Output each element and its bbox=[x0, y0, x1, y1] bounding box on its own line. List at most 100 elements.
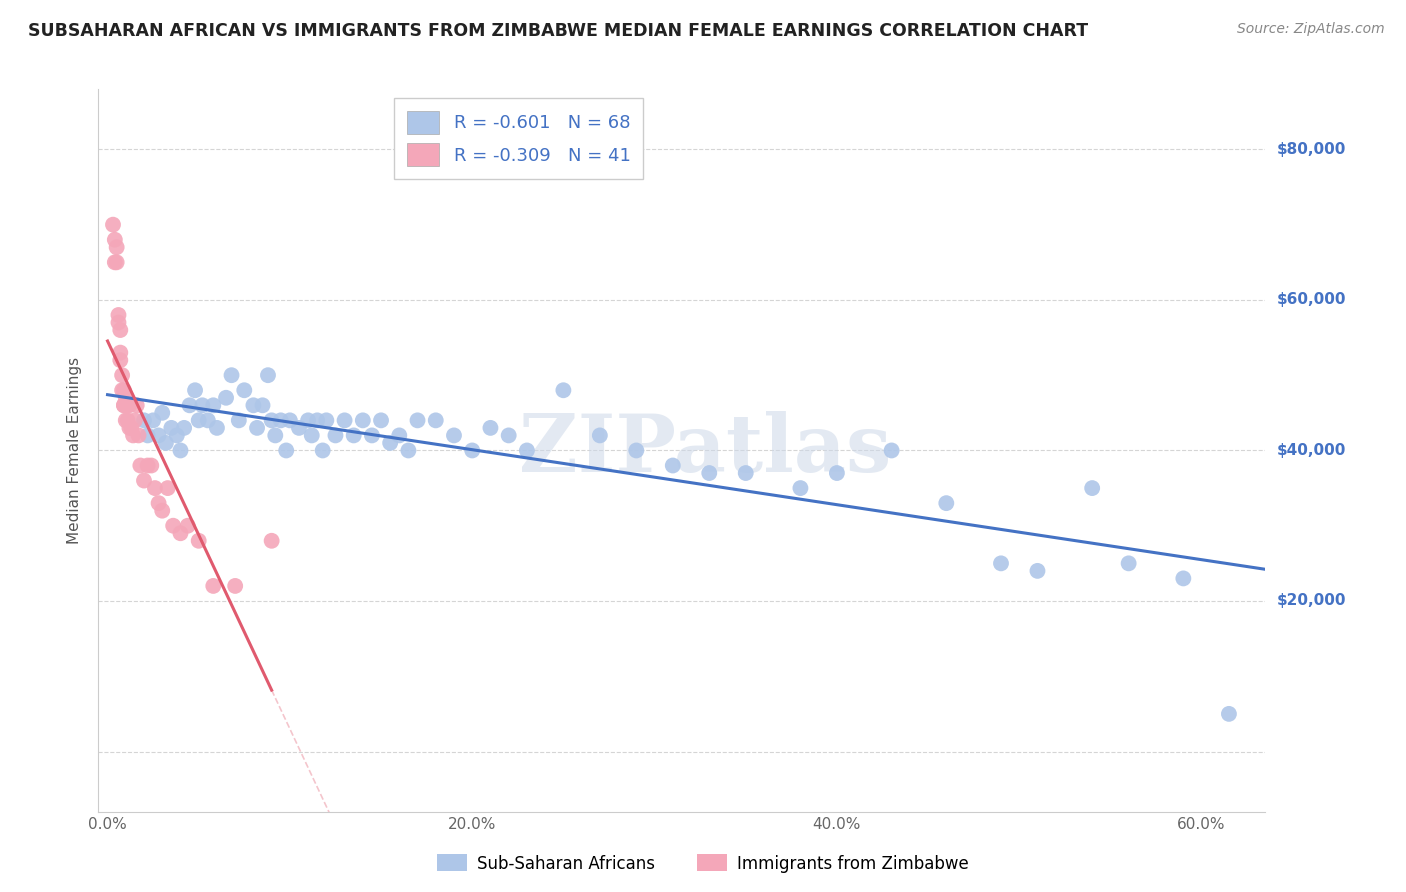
Point bbox=[148, 496, 170, 510]
Point bbox=[101, 218, 124, 232]
Point bbox=[111, 384, 134, 398]
Point bbox=[697, 466, 720, 480]
Point bbox=[221, 368, 243, 383]
Point bbox=[110, 345, 132, 359]
Point bbox=[105, 240, 128, 254]
Point bbox=[110, 323, 132, 337]
Point bbox=[264, 428, 287, 442]
Point bbox=[112, 398, 135, 412]
Point bbox=[110, 353, 132, 368]
Point bbox=[498, 428, 520, 442]
Point bbox=[626, 443, 648, 458]
Point bbox=[307, 413, 329, 427]
Point bbox=[129, 458, 152, 473]
Y-axis label: Median Female Earnings: Median Female Earnings bbox=[67, 357, 83, 544]
Point bbox=[125, 398, 148, 412]
Point bbox=[270, 413, 292, 427]
Point bbox=[297, 413, 319, 427]
Point bbox=[990, 557, 1012, 571]
Point bbox=[112, 398, 135, 412]
Point bbox=[516, 443, 538, 458]
Point bbox=[343, 428, 366, 442]
Point bbox=[1173, 571, 1195, 585]
Point bbox=[143, 481, 166, 495]
Text: $20,000: $20,000 bbox=[1277, 593, 1346, 608]
Point bbox=[479, 421, 502, 435]
Point bbox=[128, 428, 150, 442]
Point bbox=[179, 398, 201, 412]
Point bbox=[112, 384, 135, 398]
Point bbox=[589, 428, 612, 442]
Point bbox=[396, 443, 419, 458]
Point bbox=[173, 421, 195, 435]
Point bbox=[228, 413, 250, 427]
Point bbox=[118, 398, 141, 412]
Point bbox=[191, 398, 214, 412]
Text: $40,000: $40,000 bbox=[1277, 443, 1346, 458]
Point bbox=[215, 391, 238, 405]
Point bbox=[160, 421, 183, 435]
Point bbox=[461, 443, 484, 458]
Text: Source: ZipAtlas.com: Source: ZipAtlas.com bbox=[1237, 22, 1385, 37]
Point bbox=[315, 413, 337, 427]
Point bbox=[205, 421, 228, 435]
Point bbox=[276, 443, 298, 458]
Point bbox=[114, 391, 136, 405]
Point bbox=[124, 413, 146, 427]
Point bbox=[734, 466, 756, 480]
Legend: R = -0.601   N = 68, R = -0.309   N = 41: R = -0.601 N = 68, R = -0.309 N = 41 bbox=[394, 98, 643, 179]
Point bbox=[553, 384, 575, 398]
Point bbox=[789, 481, 811, 495]
Point bbox=[880, 443, 903, 458]
Point bbox=[825, 466, 848, 480]
Point bbox=[257, 368, 280, 383]
Point bbox=[197, 413, 219, 427]
Point bbox=[361, 428, 384, 442]
Point bbox=[166, 428, 188, 442]
Point bbox=[148, 428, 170, 442]
Point bbox=[233, 384, 256, 398]
Point bbox=[378, 436, 402, 450]
Point bbox=[142, 413, 165, 427]
Point bbox=[325, 428, 347, 442]
Point bbox=[388, 428, 411, 442]
Point bbox=[935, 496, 957, 510]
Point bbox=[224, 579, 246, 593]
Point bbox=[122, 428, 145, 442]
Point bbox=[117, 398, 139, 412]
Point bbox=[141, 458, 163, 473]
Point bbox=[111, 368, 134, 383]
Text: SUBSAHARAN AFRICAN VS IMMIGRANTS FROM ZIMBABWE MEDIAN FEMALE EARNINGS CORRELATIO: SUBSAHARAN AFRICAN VS IMMIGRANTS FROM ZI… bbox=[28, 22, 1088, 40]
Point bbox=[155, 436, 177, 450]
Point bbox=[252, 398, 274, 412]
Point bbox=[370, 413, 392, 427]
Point bbox=[1118, 557, 1140, 571]
Point bbox=[246, 421, 269, 435]
Point bbox=[118, 421, 141, 435]
Point bbox=[120, 421, 142, 435]
Point bbox=[202, 398, 225, 412]
Point bbox=[104, 233, 127, 247]
Point bbox=[301, 428, 323, 442]
Point bbox=[184, 384, 207, 398]
Point bbox=[117, 413, 139, 427]
Point bbox=[169, 443, 191, 458]
Legend: Sub-Saharan Africans, Immigrants from Zimbabwe: Sub-Saharan Africans, Immigrants from Zi… bbox=[430, 847, 976, 880]
Point bbox=[1026, 564, 1049, 578]
Point bbox=[333, 413, 356, 427]
Point bbox=[169, 526, 191, 541]
Text: $60,000: $60,000 bbox=[1277, 293, 1346, 308]
Point bbox=[107, 308, 129, 322]
Point bbox=[312, 443, 335, 458]
Point bbox=[132, 413, 155, 427]
Point bbox=[107, 316, 129, 330]
Point bbox=[242, 398, 264, 412]
Point bbox=[278, 413, 301, 427]
Text: ZIPatlas: ZIPatlas bbox=[519, 411, 891, 490]
Point bbox=[187, 413, 209, 427]
Point bbox=[443, 428, 465, 442]
Point bbox=[104, 255, 127, 269]
Text: $80,000: $80,000 bbox=[1277, 142, 1346, 157]
Point bbox=[1081, 481, 1104, 495]
Point bbox=[162, 518, 184, 533]
